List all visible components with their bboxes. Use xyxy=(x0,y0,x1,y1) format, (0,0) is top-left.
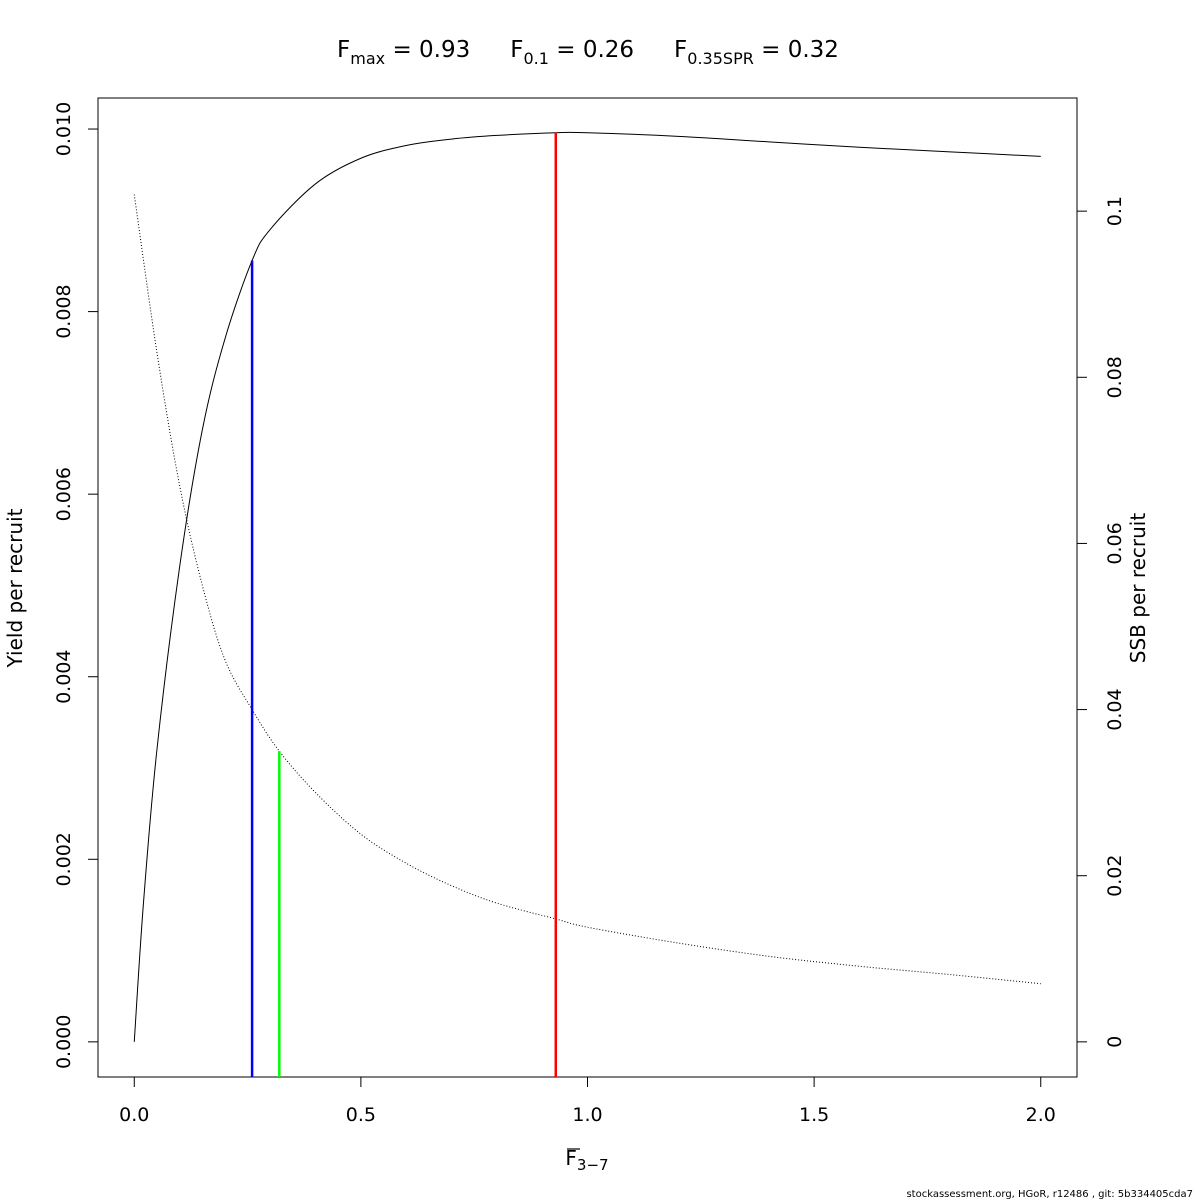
y-left-tick-label: 0.008 xyxy=(53,284,75,338)
x-axis-title: F3−7 xyxy=(565,1146,608,1174)
y-right-tick-label: 0.1 xyxy=(1104,196,1126,226)
x-tick-label: 0.0 xyxy=(119,1104,149,1126)
x-tick-label: 1.5 xyxy=(799,1104,829,1126)
title-f01-sub: 0.1 xyxy=(523,49,548,68)
y-right-tick-label: 0 xyxy=(1104,1036,1126,1048)
x-tick-label: 2.0 xyxy=(1026,1104,1056,1126)
y-axis-right-title: SSB per recruit xyxy=(1126,513,1150,664)
x-axis-title-base: F xyxy=(565,1146,577,1170)
series-ssb-per-recruit-line xyxy=(133,194,1041,985)
footer-credit: stockassessment.org, HGoR, r12486 , git:… xyxy=(906,1189,1193,1200)
x-tick-label: 0.5 xyxy=(346,1104,376,1126)
plot-frame xyxy=(97,97,1078,1078)
title-fspr-sub: 0.35SPR xyxy=(687,49,754,68)
y-right-tick-label: 0.02 xyxy=(1104,855,1126,897)
y-axis-left-title: Yield per recruit xyxy=(3,508,27,668)
title-f01-base: F xyxy=(510,37,523,63)
x-axis-title-sub: 3−7 xyxy=(577,1156,609,1174)
chart-title: Fmax = 0.93 F0.1 = 0.26 F0.35SPR = 0.32 xyxy=(337,37,839,68)
y-right-tick-label: 0.08 xyxy=(1104,356,1126,398)
data-layer xyxy=(133,131,1041,1077)
y-right-tick-label: 0.06 xyxy=(1104,522,1126,564)
title-fspr-value: = 0.32 xyxy=(754,37,839,63)
axes: 0.0 0.5 1.0 1.5 2.0 0.000 0.002 0.004 0.006 0.008… xyxy=(53,102,1126,1126)
title-fspr-base: F xyxy=(674,37,687,63)
y-left-tick-label: 0.000 xyxy=(53,1015,75,1069)
x-tick-label: 1.0 xyxy=(572,1104,602,1126)
y-left-tick-label: 0.006 xyxy=(53,467,75,521)
series-yield-per-recruit-line xyxy=(133,131,1041,1042)
title-fmax-sub: max xyxy=(350,49,385,68)
title-fmax-value: = 0.93 xyxy=(385,37,470,63)
title-f01-value: = 0.26 xyxy=(549,37,634,63)
y-left-tick-label: 0.002 xyxy=(53,832,75,886)
title-fmax-base: F xyxy=(337,37,350,63)
y-left-tick-label: 0.004 xyxy=(53,650,75,704)
y-left-tick-label: 0.010 xyxy=(53,102,75,156)
y-right-tick-label: 0.04 xyxy=(1104,688,1126,730)
